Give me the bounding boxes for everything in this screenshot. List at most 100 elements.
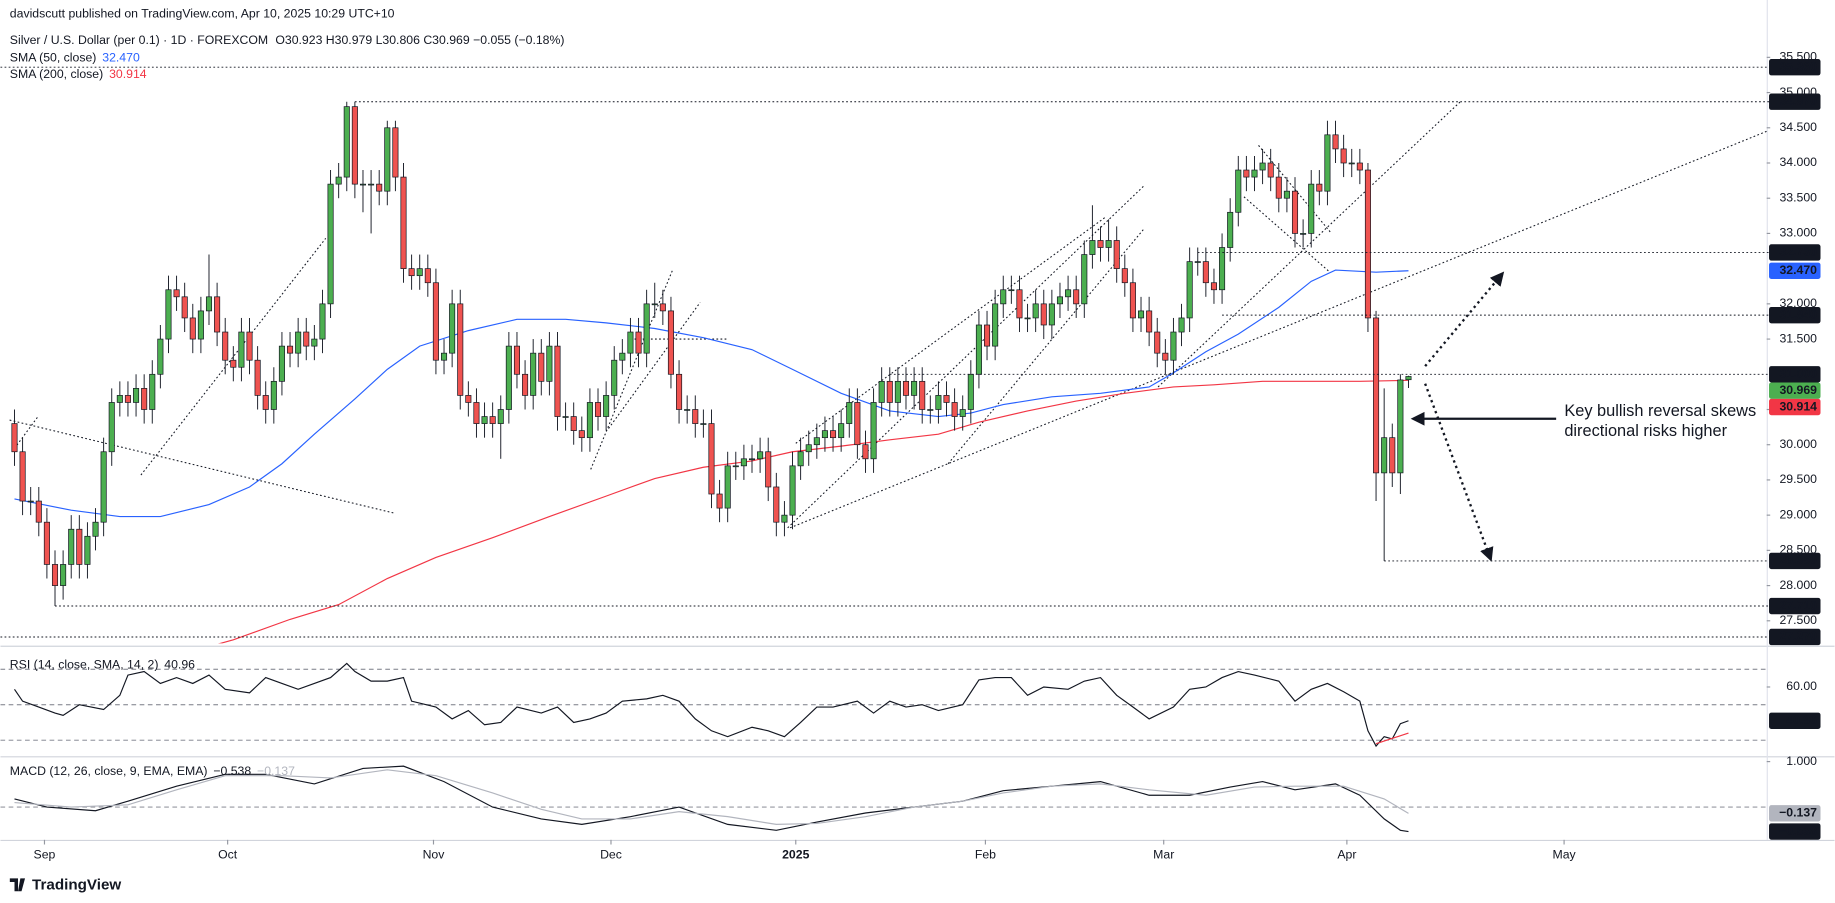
candle-body — [554, 345, 561, 417]
candle-body — [1389, 437, 1396, 474]
candle-body — [1040, 303, 1047, 326]
candle-body — [1129, 282, 1136, 319]
candle-body — [181, 296, 188, 319]
trend-line — [11, 416, 39, 453]
badge-box — [1769, 805, 1821, 822]
legend-value: 32.470 — [102, 51, 140, 65]
candle-body — [108, 402, 115, 453]
trend-line — [795, 216, 1106, 444]
price-badge: 28.350 — [1769, 552, 1821, 570]
candle-body — [1235, 169, 1242, 213]
candle-body — [684, 409, 691, 411]
candle-body — [708, 423, 715, 495]
x-tick-label: Apr — [1337, 847, 1356, 861]
candle-body — [141, 388, 148, 410]
candle-body — [376, 183, 383, 192]
brand-icon — [9, 878, 26, 892]
y-tick-label: 1.000 — [1786, 754, 1817, 768]
candle-body — [92, 521, 99, 537]
candle-body — [797, 451, 804, 467]
candle-body — [133, 388, 140, 403]
candle-body — [278, 345, 285, 382]
candle-body — [416, 268, 423, 277]
candle-body — [1251, 169, 1258, 178]
badge-box — [1769, 712, 1821, 729]
badge-label: 30.969 — [1779, 383, 1817, 397]
badge-label: 27.270 — [1779, 629, 1817, 643]
candle-body — [821, 430, 828, 439]
candle-body — [1170, 331, 1177, 361]
candle-body — [854, 402, 861, 446]
up-arrow — [1424, 271, 1505, 367]
badge-box — [1769, 552, 1821, 570]
badge-label: 27.710 — [1779, 598, 1817, 612]
y-tick-label: 31.500 — [1779, 331, 1817, 345]
indicator-line — [14, 662, 1409, 748]
candle-body — [441, 352, 448, 361]
candle-body — [19, 451, 26, 502]
price-badge: 30.969 — [1769, 382, 1821, 399]
candle-body — [457, 303, 464, 396]
candle-body — [1097, 240, 1104, 248]
candle-body — [1227, 211, 1234, 248]
candle-body — [1008, 289, 1015, 292]
badge-box — [1769, 244, 1821, 261]
x-tick-label: Sep — [34, 847, 56, 861]
annotation-text: Key bullish reversal skews — [1564, 402, 1756, 420]
candle-body — [919, 380, 926, 410]
candle-body — [959, 409, 966, 417]
candle-body — [246, 331, 253, 361]
x-tick-label: May — [1552, 847, 1576, 861]
candle-body — [165, 289, 172, 340]
price-badge: 32.470 — [1769, 262, 1821, 279]
candle-body — [1348, 162, 1355, 165]
candle-body — [773, 486, 780, 523]
candle-body — [1178, 317, 1185, 333]
legend-name: SMA (200, close) — [10, 67, 103, 81]
trend-line — [1243, 196, 1331, 273]
candle-body — [1324, 134, 1331, 192]
candle-body — [984, 324, 991, 347]
candle-body — [676, 373, 683, 410]
candle-body — [327, 183, 334, 305]
price-badge: −0.137 — [1769, 805, 1821, 822]
candle-body — [400, 176, 407, 269]
y-tick-label: 33.000 — [1779, 226, 1817, 240]
candle-body — [1048, 303, 1055, 326]
candle-body — [449, 303, 456, 354]
candle-body — [262, 395, 269, 410]
candle-body — [1243, 169, 1250, 178]
candle-body — [862, 444, 869, 460]
indicator-legend: SMA (200, close) 30.914 — [10, 67, 147, 81]
candle-body — [1073, 289, 1080, 305]
y-tick-label: 28.000 — [1779, 578, 1817, 592]
candle-body — [1405, 376, 1412, 381]
candle-body — [1105, 240, 1112, 248]
x-tick-label: Dec — [600, 847, 622, 861]
x-tick-label: Mar — [1153, 847, 1174, 861]
candle-body — [578, 430, 585, 439]
candle-body — [481, 416, 488, 424]
candle-body — [619, 352, 626, 361]
candle-body — [992, 303, 999, 347]
candle-body — [497, 409, 504, 424]
candle-body — [732, 465, 739, 468]
pane — [0, 662, 1767, 748]
candle-body — [11, 423, 18, 453]
candle-body — [902, 380, 910, 396]
candle-body — [1373, 317, 1380, 474]
candle-body — [157, 338, 164, 375]
trend-line — [590, 269, 674, 470]
y-tick-label: 27.500 — [1779, 613, 1817, 627]
badge-label: −0.137 — [1779, 806, 1817, 820]
candle-body — [1364, 169, 1371, 319]
candle-body — [692, 409, 699, 424]
badge-box — [1769, 382, 1821, 399]
candle-body — [295, 331, 302, 354]
candle-body — [603, 395, 610, 417]
indicator-legend: SMA (50, close) 32.470 — [10, 51, 140, 65]
candle-body — [1316, 183, 1323, 192]
candle-body — [76, 528, 83, 565]
candle-body — [538, 352, 545, 382]
